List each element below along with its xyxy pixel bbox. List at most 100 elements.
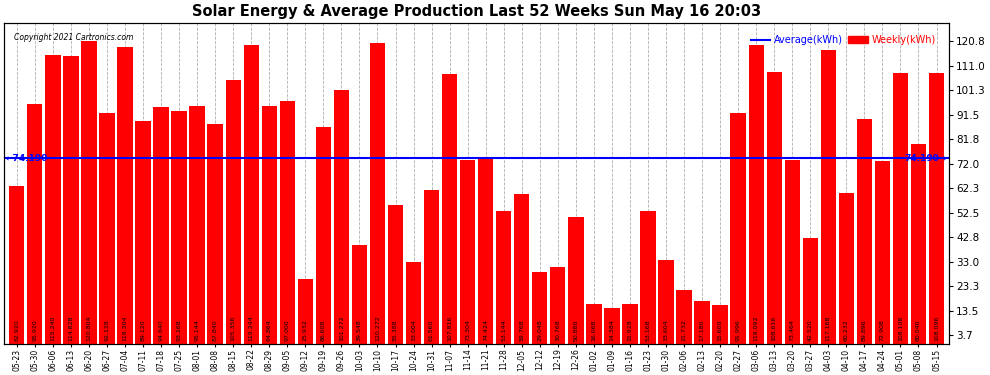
Bar (839, 193, 854, 344)
Text: 91.996: 91.996 (736, 319, 741, 340)
Bar (694, 301, 710, 344)
Bar (153, 107, 168, 344)
Text: 95.144: 95.144 (195, 319, 200, 340)
Bar (676, 290, 692, 344)
Text: 108.616: 108.616 (772, 315, 777, 340)
Bar (226, 80, 241, 344)
Text: 120.804: 120.804 (86, 315, 91, 340)
Text: 74.424: 74.424 (483, 319, 488, 340)
Text: 53.168: 53.168 (645, 319, 650, 340)
Bar (821, 50, 836, 344)
Text: 15.600: 15.600 (718, 319, 723, 340)
Bar (406, 262, 421, 344)
Bar (658, 260, 673, 344)
Text: 108.108: 108.108 (898, 315, 903, 340)
Text: 61.560: 61.560 (429, 319, 434, 340)
Text: 53.144: 53.144 (501, 319, 506, 340)
Bar (550, 267, 565, 344)
Bar (27, 104, 43, 344)
Bar (748, 45, 764, 344)
Bar (136, 121, 150, 344)
Text: 92.128: 92.128 (105, 319, 110, 340)
Legend: Average(kWh), Weekly(kWh): Average(kWh), Weekly(kWh) (747, 31, 940, 49)
Text: 118.304: 118.304 (123, 315, 128, 340)
Bar (604, 308, 620, 344)
Text: Copyright 2021 Cartronics.com: Copyright 2021 Cartronics.com (14, 33, 133, 42)
Bar (893, 73, 908, 344)
Text: 59.768: 59.768 (519, 319, 525, 340)
Text: 62.920: 62.920 (14, 319, 19, 340)
Text: 89.896: 89.896 (862, 319, 867, 340)
Bar (929, 73, 944, 344)
Text: 15.928: 15.928 (628, 319, 633, 340)
Bar (766, 72, 782, 344)
Text: 97.000: 97.000 (285, 319, 290, 340)
Text: 101.272: 101.272 (339, 315, 344, 340)
Bar (911, 144, 927, 344)
Text: 86.608: 86.608 (321, 319, 326, 340)
Bar (641, 211, 655, 344)
Title: Solar Energy & Average Production Last 52 Weeks Sun May 16 20:03: Solar Energy & Average Production Last 5… (192, 4, 761, 19)
Text: 50.880: 50.880 (573, 319, 578, 340)
Text: 95.920: 95.920 (33, 319, 38, 340)
Bar (731, 114, 745, 344)
Text: 16.068: 16.068 (591, 319, 596, 340)
Text: 120.272: 120.272 (375, 315, 380, 340)
Bar (208, 124, 223, 344)
Text: 115.240: 115.240 (50, 315, 55, 340)
Bar (370, 42, 385, 344)
Text: 33.004: 33.004 (411, 319, 416, 340)
Bar (514, 194, 530, 344)
Bar (118, 48, 133, 344)
Bar (424, 190, 440, 344)
Text: 94.864: 94.864 (266, 319, 272, 340)
Text: 25.932: 25.932 (303, 319, 308, 340)
Bar (856, 119, 872, 344)
Bar (586, 304, 602, 344)
Bar (99, 113, 115, 344)
Text: 14.384: 14.384 (610, 319, 615, 340)
Bar (316, 127, 331, 344)
Text: 60.232: 60.232 (843, 319, 848, 340)
Text: 39.548: 39.548 (357, 319, 362, 340)
Bar (785, 160, 800, 344)
Text: 74.190→: 74.190→ (905, 154, 947, 163)
Bar (532, 272, 547, 344)
Bar (244, 45, 259, 344)
Bar (875, 161, 890, 344)
Text: 105.356: 105.356 (231, 315, 236, 340)
Text: 119.092: 119.092 (753, 315, 758, 340)
Bar (261, 106, 277, 344)
Text: 107.816: 107.816 (447, 315, 452, 340)
Bar (298, 279, 313, 344)
Bar (63, 56, 78, 344)
Bar (351, 245, 367, 344)
Bar (9, 186, 25, 344)
Bar (803, 238, 818, 344)
Bar (623, 304, 638, 344)
Text: 108.096: 108.096 (934, 315, 940, 340)
Bar (81, 41, 97, 344)
Text: ←74.190: ←74.190 (6, 154, 49, 163)
Text: 73.464: 73.464 (790, 319, 795, 340)
Text: 119.244: 119.244 (248, 315, 253, 340)
Text: 93.168: 93.168 (176, 319, 181, 340)
Bar (442, 74, 457, 344)
Text: 114.828: 114.828 (68, 315, 73, 340)
Bar (171, 111, 187, 344)
Text: 33.604: 33.604 (663, 319, 668, 340)
Text: 42.520: 42.520 (808, 319, 813, 340)
Bar (46, 55, 60, 344)
Text: 72.908: 72.908 (880, 319, 885, 340)
Bar (334, 90, 349, 344)
Text: 87.840: 87.840 (213, 319, 218, 340)
Text: 55.388: 55.388 (393, 319, 398, 340)
Text: 117.168: 117.168 (826, 315, 831, 340)
Text: 29.048: 29.048 (538, 319, 543, 340)
Bar (279, 101, 295, 344)
Bar (460, 160, 475, 344)
Bar (388, 206, 403, 344)
Bar (713, 305, 728, 344)
Text: 89.120: 89.120 (141, 319, 146, 340)
Text: 80.040: 80.040 (916, 319, 921, 340)
